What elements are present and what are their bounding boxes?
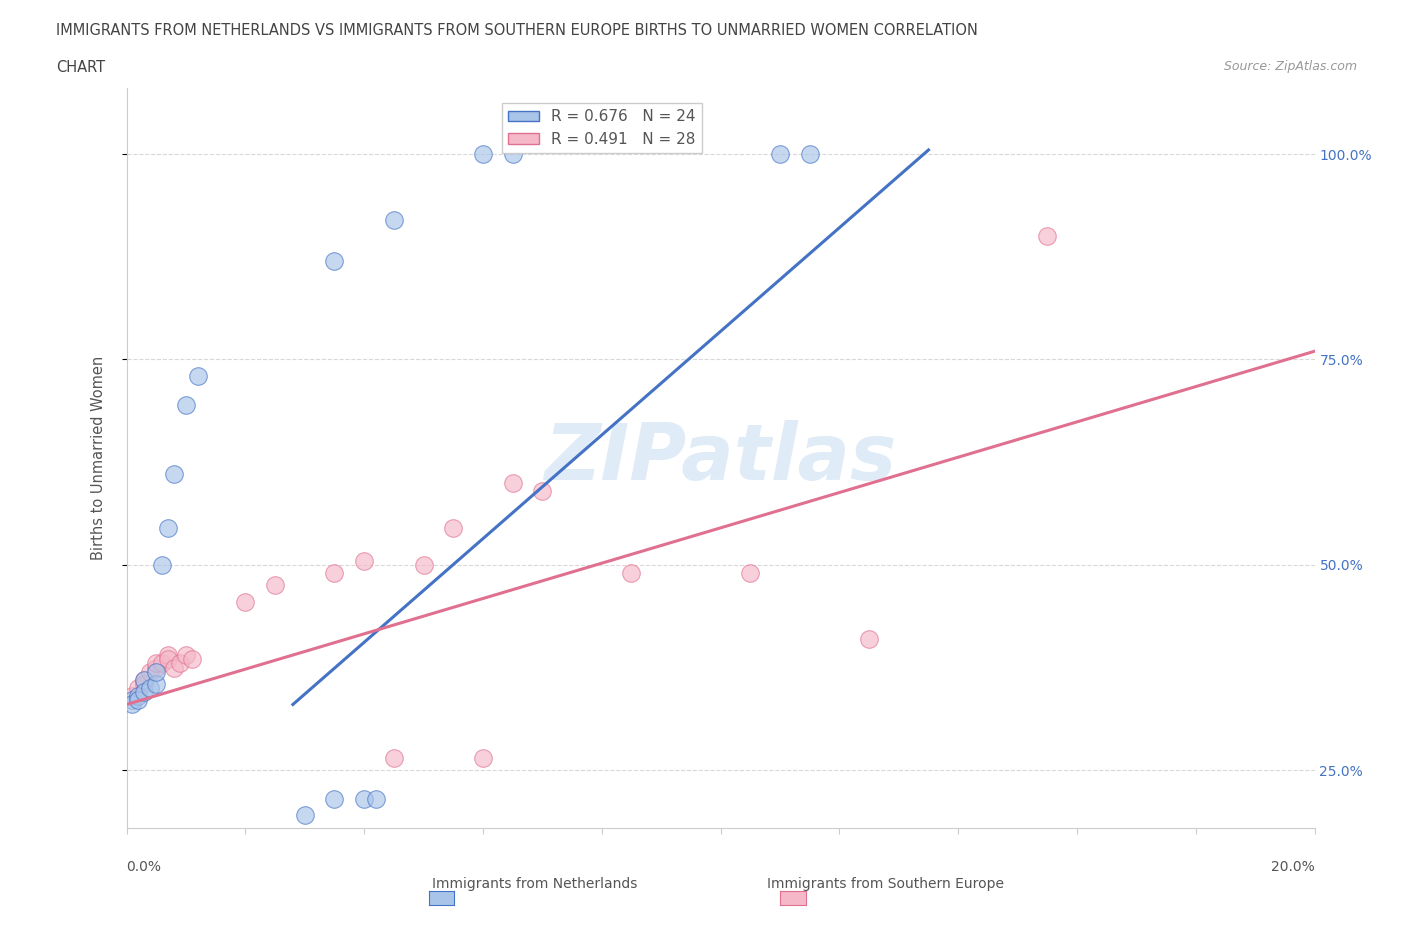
Point — [150, 656, 173, 671]
Text: Immigrants from Netherlands: Immigrants from Netherlands — [432, 877, 637, 891]
Point — [157, 521, 180, 536]
Point — [471, 751, 495, 765]
Point — [353, 553, 375, 568]
Point — [145, 660, 167, 675]
Point — [150, 557, 173, 572]
Point — [145, 664, 167, 679]
Point — [353, 791, 375, 806]
Point — [769, 147, 792, 162]
Point — [145, 656, 167, 671]
Point — [145, 676, 167, 691]
Point — [121, 698, 143, 712]
Point — [1036, 229, 1059, 244]
Point — [157, 648, 180, 663]
Point — [531, 484, 554, 498]
Point — [121, 689, 143, 704]
Point — [412, 557, 434, 572]
Point — [382, 212, 405, 227]
Point — [134, 676, 156, 691]
Point — [471, 147, 495, 162]
Point — [134, 672, 156, 687]
Point — [323, 565, 346, 580]
Point — [502, 147, 524, 162]
Point — [323, 254, 346, 269]
Point — [134, 672, 156, 687]
Point — [364, 791, 387, 806]
Point — [620, 565, 643, 580]
Point — [323, 791, 346, 806]
Point — [740, 565, 762, 580]
Point — [169, 656, 191, 671]
Point — [264, 578, 287, 592]
Point — [502, 475, 524, 490]
Text: 20.0%: 20.0% — [1271, 860, 1315, 874]
Legend: R = 0.676   N = 24, R = 0.491   N = 28: R = 0.676 N = 24, R = 0.491 N = 28 — [502, 103, 702, 153]
Point — [139, 664, 162, 679]
Point — [134, 684, 156, 699]
Point — [163, 660, 186, 675]
Point — [180, 652, 202, 667]
Text: Immigrants from Southern Europe: Immigrants from Southern Europe — [768, 877, 1004, 891]
Y-axis label: Births to Unmarried Women: Births to Unmarried Women — [91, 356, 105, 560]
Text: IMMIGRANTS FROM NETHERLANDS VS IMMIGRANTS FROM SOUTHERN EUROPE BIRTHS TO UNMARRI: IMMIGRANTS FROM NETHERLANDS VS IMMIGRANT… — [56, 23, 979, 38]
Point — [121, 693, 143, 708]
Point — [163, 467, 186, 482]
Point — [858, 631, 880, 646]
Point — [127, 689, 149, 704]
Point — [233, 594, 256, 609]
Text: CHART: CHART — [56, 60, 105, 75]
Point — [127, 681, 149, 696]
Point — [382, 751, 405, 765]
Point — [174, 648, 197, 663]
Point — [187, 368, 209, 383]
Point — [127, 693, 149, 708]
Text: ZIPatlas: ZIPatlas — [544, 420, 897, 496]
Point — [441, 521, 464, 536]
Point — [157, 652, 180, 667]
Text: Source: ZipAtlas.com: Source: ZipAtlas.com — [1223, 60, 1357, 73]
Point — [139, 681, 162, 696]
Point — [294, 808, 316, 823]
Text: 0.0%: 0.0% — [127, 860, 162, 874]
Point — [799, 147, 821, 162]
Point — [174, 397, 197, 412]
